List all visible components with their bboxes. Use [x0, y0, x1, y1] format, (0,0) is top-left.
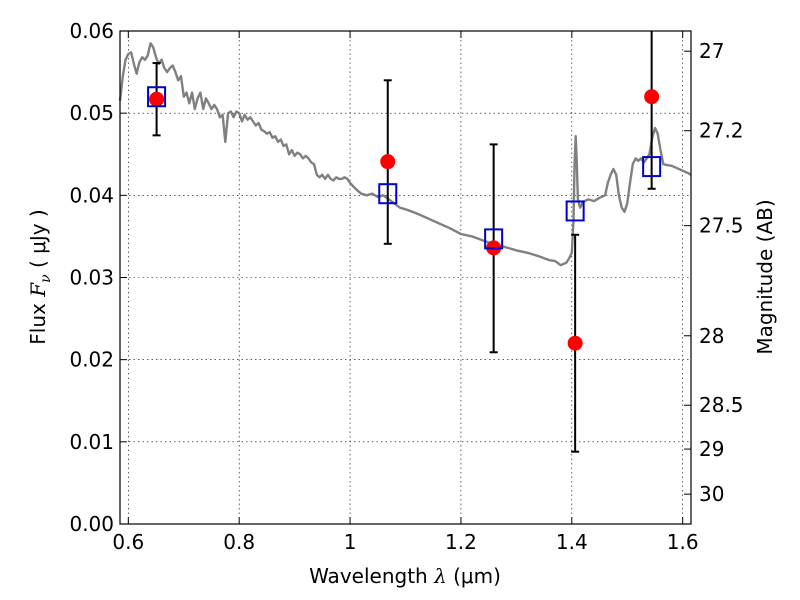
y-tick-label-0: 0.00 [69, 512, 114, 536]
observed-point-3 [568, 336, 583, 351]
x-axis-label: Wavelength λ (μm) [309, 564, 501, 588]
y-tick-labels: 0.00 0.01 0.02 0.03 0.04 0.05 0.06 [69, 19, 114, 536]
y-tick-label-3: 0.03 [69, 266, 114, 290]
y-tick-label-6: 0.06 [69, 19, 114, 43]
y-tick-label-4: 0.04 [69, 183, 114, 207]
model-spectrum-line [120, 43, 691, 265]
x-tick-label-1: 0.8 [223, 530, 255, 554]
y-tick-label-1: 0.01 [69, 430, 114, 454]
x-tick-label-4: 1.4 [556, 530, 588, 554]
y2-axis-label: Magnitude (AB) [753, 199, 777, 354]
x-tick-label-2: 1 [344, 530, 357, 554]
observed-point-0 [149, 92, 164, 107]
x-tick-label-5: 1.6 [667, 530, 699, 554]
synthetic-squares [148, 87, 660, 248]
grid [120, 31, 691, 524]
y-tick-label-5: 0.05 [69, 101, 114, 125]
observed-point-1 [380, 154, 395, 169]
plot-area [120, 31, 691, 452]
error-bars [153, 31, 656, 452]
x-tick-labels: 0.6 0.8 1 1.2 1.4 1.6 [112, 530, 698, 554]
y2-tick-label-1: 27.2 [699, 119, 744, 143]
y2-tick-label-6: 30 [699, 482, 724, 506]
x-tick-label-3: 1.2 [445, 530, 477, 554]
y2-tick-label-3: 28 [699, 324, 724, 348]
y2-tick-labels: 27 27.2 27.5 28 28.5 29 30 [699, 39, 744, 506]
y2-tick-label-5: 29 [699, 437, 724, 461]
y2-tick-label-4: 28.5 [699, 393, 744, 417]
y2-tick-label-2: 27.5 [699, 214, 744, 238]
observed-point-4 [644, 89, 659, 104]
y2-tick-label-0: 27 [699, 39, 724, 63]
y-tick-label-2: 0.02 [69, 348, 114, 372]
y-axis-label: Flux Fν ( μJy ) [26, 209, 54, 344]
x-tick-label-0: 0.6 [112, 530, 144, 554]
